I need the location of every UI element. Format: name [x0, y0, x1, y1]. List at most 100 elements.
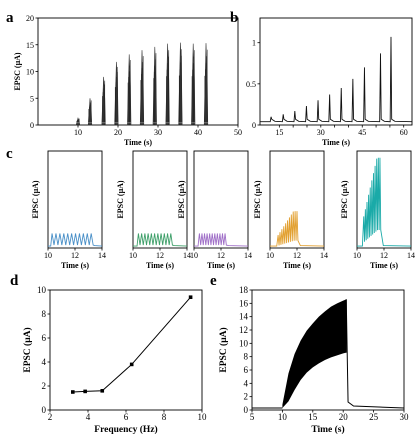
panel-e-x-tick-label: 30 — [400, 412, 410, 422]
panel-d-data-point — [100, 389, 105, 393]
panel-d-y-tick-label: 4 — [42, 357, 47, 367]
panel-e-y-axis-label: EPSC (μA) — [218, 327, 229, 372]
panel-b-x-tick-label: 60 — [400, 128, 408, 137]
panel-e-y-tick-label: 2 — [244, 392, 249, 402]
panel-e-x-axis-label: Time (s) — [311, 424, 344, 435]
panel-b-trace — [260, 36, 413, 123]
panel-d-data-point — [129, 362, 134, 367]
panel-label-c: c — [6, 146, 13, 162]
panel-b-x-tick-label: 30 — [317, 128, 325, 137]
panel-c5: 10 12 14 Time (s) EPSC (μA) — [340, 150, 415, 270]
panel-e-plot-frame — [251, 289, 405, 411]
panel-label-a: a — [6, 10, 14, 26]
panel-c4-x-tick-label: 14 — [320, 251, 328, 260]
panel-c2-x-tick-label: 14 — [183, 251, 191, 260]
panel-d-x-tick-label: 2 — [48, 412, 53, 422]
panel-a-y-tick-label: 20 — [26, 14, 34, 23]
panel-e-baseline-trace — [252, 299, 405, 409]
panel-d-y-tick-label: 2 — [42, 381, 47, 391]
panel-a-y-axis-label: EPSC (μA) — [13, 52, 22, 90]
panel-d-y-axis-label: EPSC (μA) — [22, 327, 33, 372]
panel-e-x-tick-label: 15 — [308, 412, 318, 422]
panel-c5-x-axis-label: Time (s) — [370, 261, 398, 270]
panel-a-y-tick-label: 10 — [26, 68, 34, 77]
panel-c1-x-tick-label: 10 — [44, 251, 52, 260]
panel-c5-x-tick-label: 10 — [353, 251, 361, 260]
panel-c3-x-tick-label: 14 — [244, 251, 252, 260]
panel-b-y-tick-label: 0 — [252, 121, 256, 130]
panel-e-y-tick-label: 8 — [244, 352, 249, 362]
panel-c5-trace — [357, 157, 412, 247]
panel-e-y-tick-label: 14 — [239, 312, 249, 322]
panel-d-line — [72, 296, 191, 393]
panel-d-data-point — [71, 390, 75, 394]
panel-a-x-axis-label: Time (s) — [124, 138, 152, 147]
panel-c1: 10 12 14 Time (s) EPSC (μA) — [31, 150, 106, 270]
panel-a-x-tick-label: 20 — [114, 128, 122, 137]
panel-d-x-tick-label: 6 — [124, 412, 129, 422]
panel-c2-x-tick-label: 10 — [129, 251, 137, 260]
panel-c4-trace — [270, 211, 325, 247]
panel-e-x-tick-label: 10 — [278, 412, 288, 422]
panel-c4-x-axis-label: Time (s) — [283, 261, 311, 270]
panel-a-plot-frame — [37, 17, 239, 126]
panel-d-y-tick-label: 0 — [42, 405, 47, 415]
panel-c3-y-axis-label: EPSC (μA) — [177, 180, 186, 218]
panel-c3-x-axis-label: Time (s) — [207, 261, 235, 270]
panel-c1-x-tick-label: 14 — [98, 251, 106, 260]
panel-e-y-tick-label: 4 — [244, 378, 249, 388]
panel-c5-x-tick-label: 12 — [380, 251, 388, 260]
panel-c4-x-tick-label: 10 — [266, 251, 274, 260]
panel-c1-trace — [48, 233, 103, 247]
panel-c2: 10 12 14 Time (s) EPSC (μA) — [116, 150, 191, 270]
panel-d-data-point — [83, 389, 87, 394]
panel-e-x-tick-label: 5 — [250, 412, 255, 422]
panel-e-y-tick-label: 6 — [244, 365, 249, 375]
panel-c5-x-tick-label: 14 — [407, 251, 415, 260]
panel-c3: 10 12 14 Time (s) EPSC (μA) — [177, 150, 252, 270]
panel-d-x-axis-label: Frequency (Hz) — [94, 424, 157, 435]
panel-a-x-tick-label: 10 — [74, 128, 82, 137]
panel-a-x-tick-label: 40 — [194, 128, 202, 137]
panel-c3-x-tick-label: 10 — [190, 251, 198, 260]
panel-c4-plot-frame — [269, 150, 325, 249]
panel-c1-y-axis-label: EPSC (μA) — [31, 180, 40, 218]
panel-e-response-area — [282, 299, 347, 408]
panel-c3-trace — [194, 233, 249, 247]
panel-c1-x-axis-label: Time (s) — [61, 261, 89, 270]
panel-c5-y-axis-label: EPSC (μA) — [340, 180, 349, 218]
panel-c4: 10 12 14 Time (s) EPSC (μA) — [253, 150, 328, 270]
panel-b-x-tick-label: 45 — [358, 128, 366, 137]
panel-a-y-tick-label: 5 — [30, 94, 34, 103]
panel-c2-y-axis-label: EPSC (μA) — [116, 180, 125, 218]
panel-b: 15 30 45 60 0 0.5 1 Time (s) — [246, 17, 413, 147]
panel-c1-x-tick-label: 12 — [71, 251, 79, 260]
panel-d-y-tick-label: 10 — [37, 285, 47, 295]
panel-d-x-tick-label: 8 — [162, 412, 167, 422]
panel-d-data-point — [188, 295, 193, 299]
panel-e-y-tick-label: 0 — [244, 405, 249, 415]
panel-b-y-tick-label: 1 — [252, 39, 256, 48]
panel-e-y-tick-label: 12 — [239, 325, 248, 335]
panel-a-y-tick-label: 0 — [30, 121, 34, 130]
panel-d-x-tick-label: 4 — [86, 412, 91, 422]
panel-d-y-tick-label: 6 — [42, 333, 47, 343]
panel-d-y-tick-label: 8 — [42, 309, 47, 319]
panel-d-x-tick-label: 10 — [198, 412, 208, 422]
panel-e-y-tick-label: 16 — [239, 298, 249, 308]
panel-e-y-tick-label: 18 — [239, 285, 249, 295]
panel-b-x-tick-label: 15 — [275, 128, 283, 137]
panel-e-y-tick-label: 10 — [239, 338, 249, 348]
panel-c2-x-tick-label: 12 — [156, 251, 164, 260]
panel-label-d: d — [10, 273, 19, 289]
panel-label-e: e — [210, 273, 217, 289]
panel-e-x-tick-label: 20 — [339, 412, 349, 422]
panel-e: 5 10 15 20 25 30 0 2 4 6 8 10 12 14 16 18 Time (s) EPSC (… — [218, 285, 409, 435]
panel-c4-x-tick-label: 12 — [293, 251, 301, 260]
panel-a-x-tick-label: 50 — [234, 128, 242, 137]
panel-b-plot-frame — [259, 17, 413, 126]
panel-c2-x-axis-label: Time (s) — [146, 261, 174, 270]
